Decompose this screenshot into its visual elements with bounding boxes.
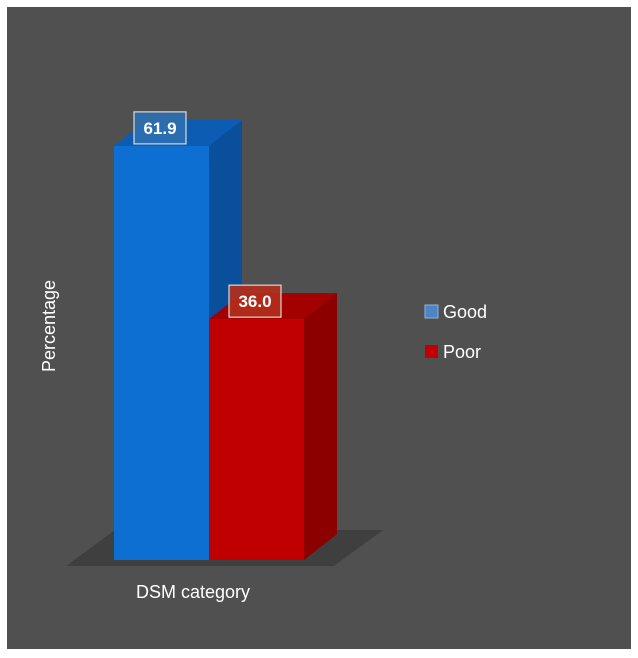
- legend-swatch-poor: [425, 345, 438, 358]
- bar-side-poor: [304, 293, 337, 560]
- data-label-box-poor: [228, 284, 282, 318]
- legend-label-poor: Poor: [443, 342, 481, 362]
- data-label-box-good: [133, 111, 187, 145]
- data-labels-group: 61.9 36.0: [133, 111, 282, 318]
- legend: Good Poor: [424, 302, 487, 362]
- x-axis-label: DSM category: [136, 582, 250, 602]
- legend-label-good: Good: [443, 302, 487, 322]
- bars-group: [114, 119, 337, 560]
- data-label-poor: 36.0: [238, 292, 271, 311]
- bar-good: [114, 145, 209, 560]
- y-axis-label: Percentage: [39, 280, 59, 372]
- legend-item-poor: Poor: [425, 342, 481, 362]
- legend-item-good: Good: [424, 302, 487, 322]
- legend-swatch-good: [424, 304, 439, 319]
- bar-poor: [209, 319, 304, 560]
- data-label-good: 61.9: [143, 119, 176, 138]
